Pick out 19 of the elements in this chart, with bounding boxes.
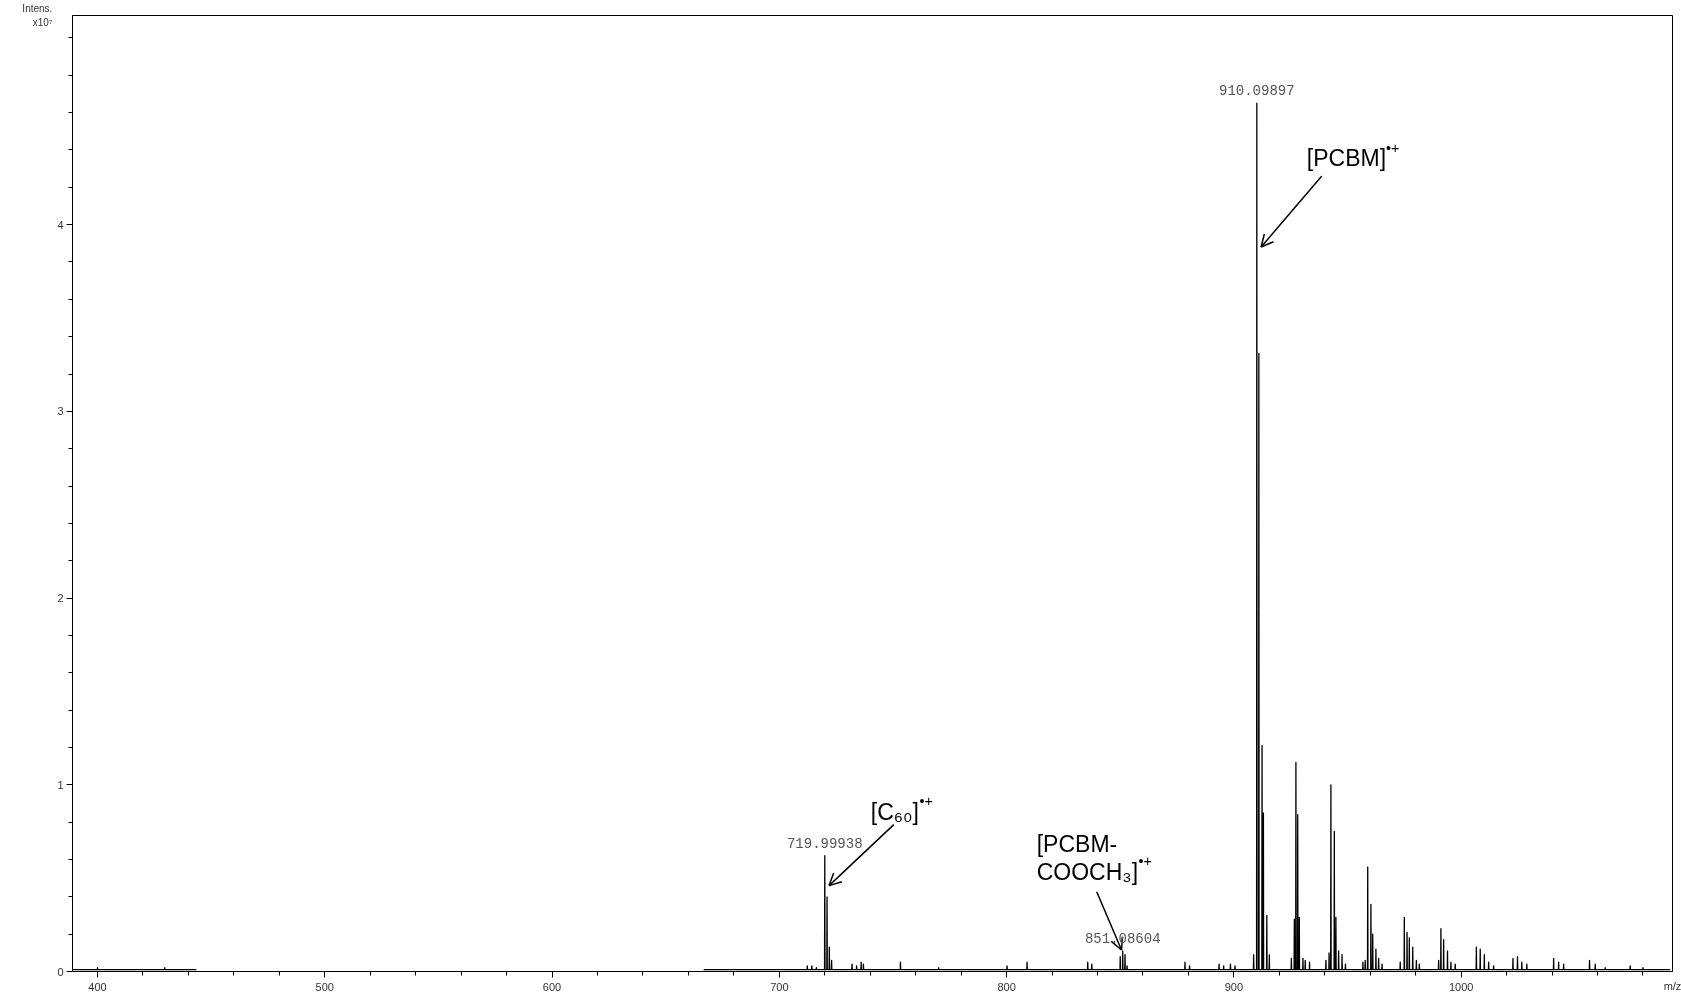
x-tick-label: 500 [315, 980, 334, 993]
annotation: [C₆₀]•+ [870, 793, 933, 825]
x-tick-label: 600 [542, 980, 562, 993]
annotation: 719.99938 [786, 835, 863, 852]
annotation: [PCBM]•+ [1306, 139, 1400, 172]
annotation: [PCBM- COOCH₃]•+ [1036, 830, 1152, 885]
x-axis-title: m/z [1663, 979, 1681, 992]
y-axis-title: Intens. x10⁷ [22, 3, 53, 28]
y-tick-label: 0 [57, 965, 64, 978]
x-tick-label: 700 [770, 980, 789, 993]
x-tick-label: 1000 [1448, 980, 1474, 993]
y-tick-label: 2 [57, 592, 64, 605]
x-tick-label: 400 [88, 980, 107, 993]
annotation: 910.09897 [1219, 83, 1295, 100]
y-tick-label: 4 [57, 218, 64, 231]
y-tick-label: 3 [57, 405, 64, 418]
x-tick-label: 800 [997, 980, 1016, 993]
x-tick-label: 900 [1224, 980, 1244, 993]
y-tick-label: 1 [57, 778, 64, 791]
